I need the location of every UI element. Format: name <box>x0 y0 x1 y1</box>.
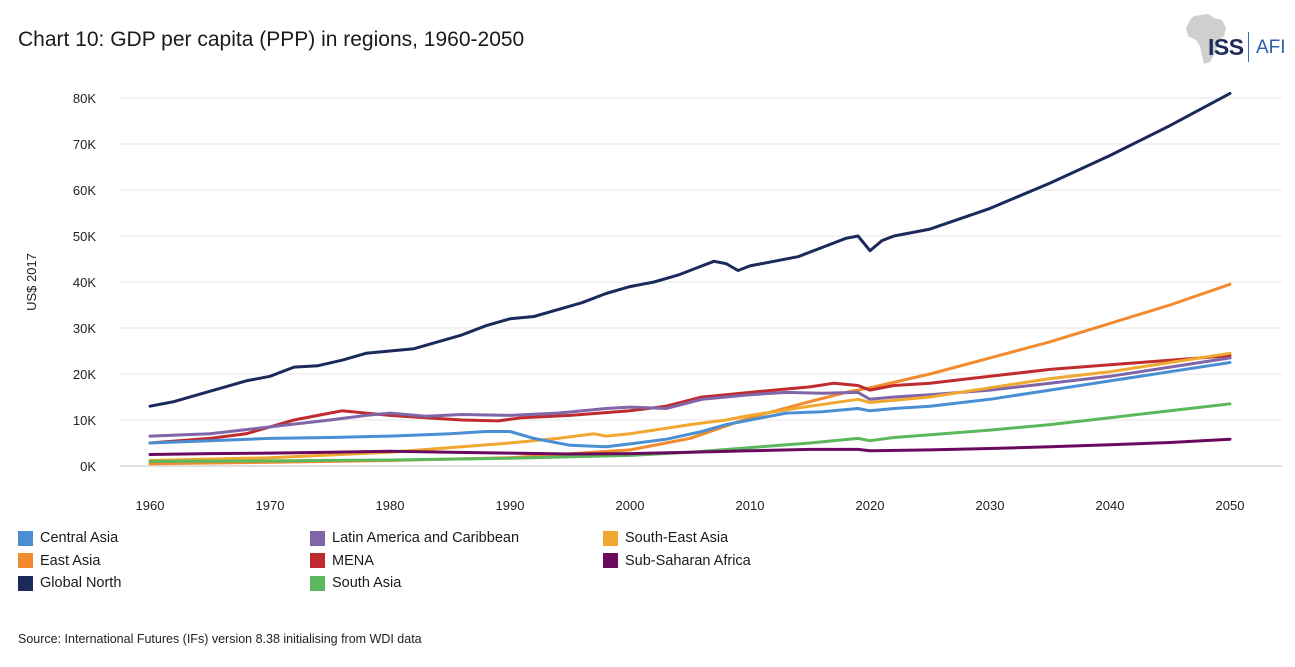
legend-label: Central Asia <box>40 530 119 546</box>
legend-label: Latin America and Caribbean <box>332 530 520 546</box>
legend-label: East Asia <box>40 552 101 569</box>
y-tick-label: 30K <box>73 321 96 336</box>
y-tick-label: 60K <box>73 183 96 198</box>
series-line-south-asia <box>148 402 1232 463</box>
logo-separator <box>1248 32 1249 62</box>
x-tick-label: 2010 <box>736 498 765 513</box>
legend-swatch <box>603 530 618 546</box>
x-tick-label: 2000 <box>616 498 645 513</box>
legend-swatch <box>18 530 33 546</box>
legend-item: Global North <box>18 575 121 591</box>
y-tick-label: 70K <box>73 137 96 152</box>
x-tick-label: 2050 <box>1216 498 1245 513</box>
africa-map-icon <box>1186 14 1226 64</box>
y-tick-label: 80K <box>73 91 96 106</box>
x-tick-label: 1980 <box>376 498 405 513</box>
legend-item: Central Asia <box>18 530 118 546</box>
y-axis-ticks: 0K 10K 20K 30K 40K 50K 60K 70K 80K <box>73 91 96 474</box>
y-tick-label: 10K <box>73 413 96 428</box>
series-line-global-north <box>148 91 1232 408</box>
legend-label: South-East Asia <box>625 530 729 546</box>
legend-swatch <box>603 553 618 568</box>
series-line-south-east-asia <box>148 351 1232 462</box>
x-tick-label: 1970 <box>256 498 285 513</box>
chart-title: Chart 10: GDP per capita (PPP) in region… <box>18 28 525 51</box>
x-tick-label: 1990 <box>496 498 525 513</box>
series-line-mena <box>148 354 1232 445</box>
legend-swatch <box>310 530 325 546</box>
y-axis-title: US$ 2017 <box>24 253 39 311</box>
series-line-central-asia <box>148 361 1232 449</box>
x-tick-label: 1960 <box>136 498 165 513</box>
x-tick-label: 2020 <box>856 498 885 513</box>
iss-afi-logo: ISS AFI <box>1180 12 1286 68</box>
x-tick-label: 2040 <box>1096 498 1125 513</box>
legend-label: Sub-Saharan Africa <box>625 552 751 569</box>
x-axis-ticks: 1960 1970 1980 1990 2000 2010 2020 2030 2040 2050 <box>136 498 1245 513</box>
logo-iss-text: ISS <box>1208 34 1244 60</box>
legend-swatch <box>18 553 33 568</box>
logo-afi-text: AFI <box>1256 37 1286 58</box>
legend-item: Sub-Saharan Africa <box>603 553 751 569</box>
legend-item: South-East Asia <box>603 530 728 546</box>
source-note: Source: International Futures (IFs) vers… <box>18 632 422 646</box>
legend-label: South Asia <box>332 575 402 591</box>
legend-swatch <box>18 575 33 591</box>
y-tick-label: 40K <box>73 275 96 290</box>
legend-item: Latin America and Caribbean <box>310 530 519 546</box>
x-tick-label: 2030 <box>976 498 1005 513</box>
series-lines <box>148 91 1232 466</box>
legend-item: MENA <box>310 553 374 569</box>
legend-label: MENA <box>332 552 374 569</box>
legend-label: Global North <box>40 575 122 591</box>
y-tick-label: 20K <box>73 367 96 382</box>
series-line-sub-saharan-africa <box>148 437 1232 456</box>
legend-item: East Asia <box>18 553 100 569</box>
y-tick-label: 50K <box>73 229 96 244</box>
legend: Central Asia Latin America and Caribbean S… <box>18 530 1118 600</box>
y-tick-label: 0K <box>80 459 96 474</box>
legend-item: South Asia <box>310 575 401 591</box>
legend-swatch <box>310 553 325 568</box>
legend-swatch <box>310 575 325 591</box>
